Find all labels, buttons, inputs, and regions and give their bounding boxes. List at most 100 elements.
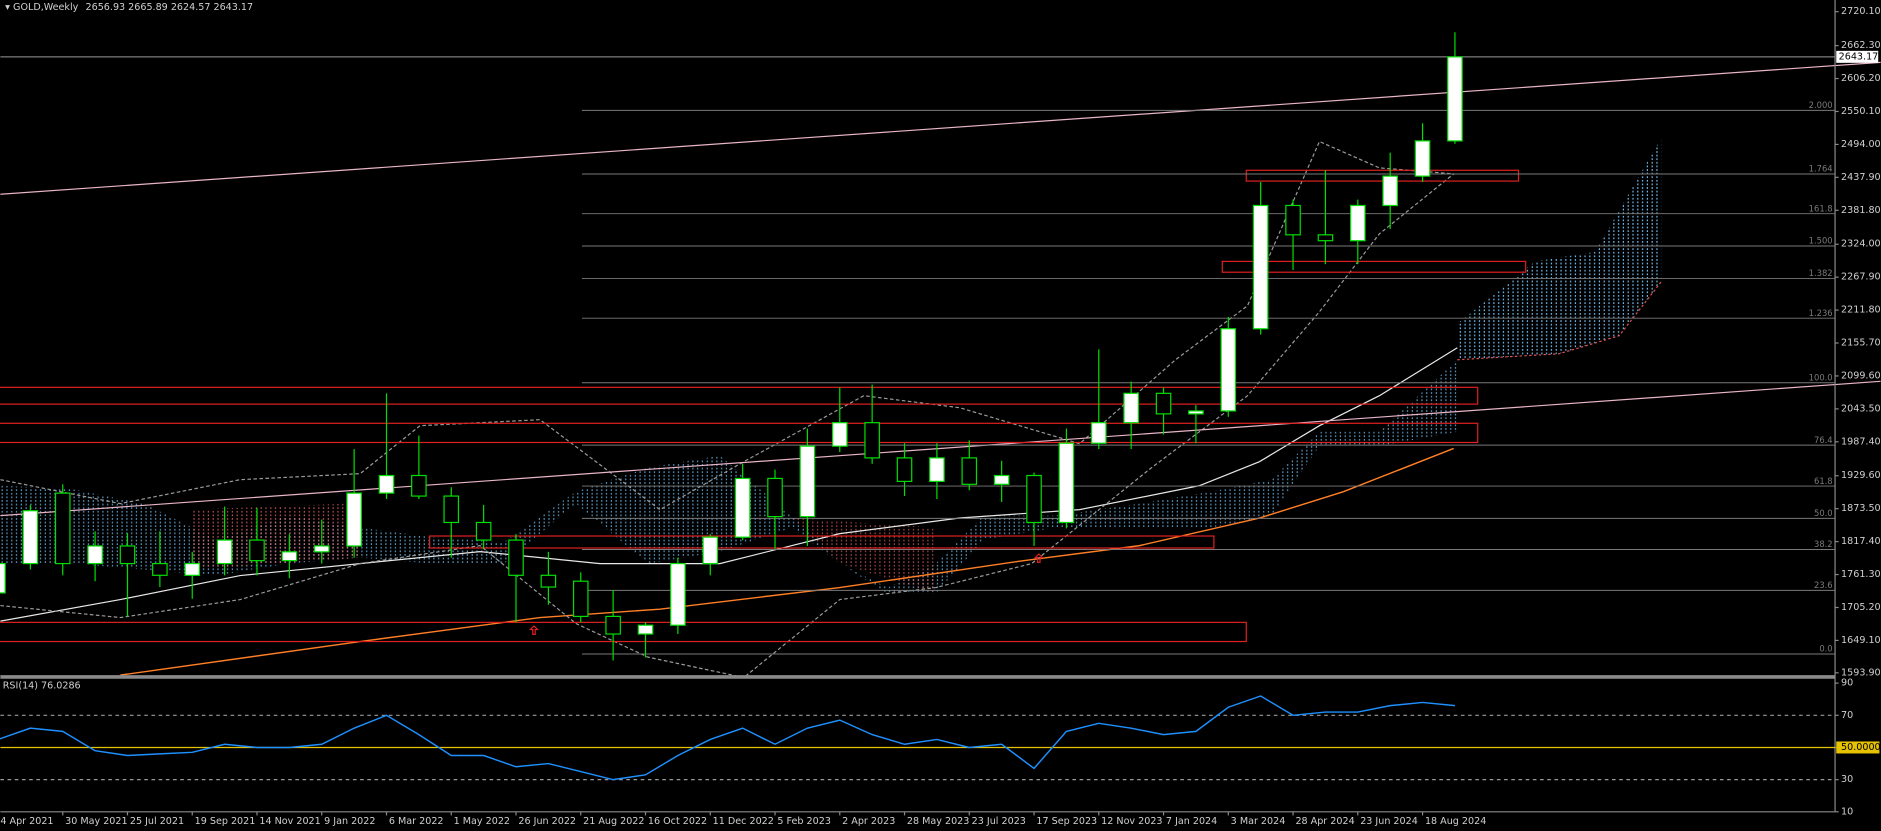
rsi-tick-label: 90 bbox=[1841, 678, 1853, 689]
x-tick-label: 30 May 2021 bbox=[65, 816, 127, 827]
candle-body bbox=[799, 445, 816, 518]
fib-level-label: 1.500 bbox=[1809, 236, 1833, 246]
y-tick-label: 2324.00 bbox=[1841, 239, 1881, 250]
candle-body bbox=[1155, 392, 1172, 415]
y-tick-label: 2662.30 bbox=[1841, 40, 1881, 51]
moving-average bbox=[120, 447, 1454, 676]
candle-body bbox=[961, 457, 978, 485]
candle-body bbox=[1447, 56, 1463, 142]
y-tick-label: 1817.40 bbox=[1841, 536, 1881, 547]
zone-box bbox=[0, 422, 1479, 444]
candle-body bbox=[1285, 204, 1301, 236]
zone-box bbox=[429, 535, 1215, 549]
y-tick-label: 2606.20 bbox=[1841, 73, 1881, 84]
y-tick-label: 2720.10 bbox=[1841, 6, 1881, 17]
fib-level-label: 161.8 bbox=[1809, 203, 1833, 213]
candle-body bbox=[1026, 474, 1042, 524]
candle-body bbox=[1252, 204, 1269, 330]
x-tick-label: 6 Mar 2022 bbox=[389, 816, 444, 827]
candle-body bbox=[378, 474, 395, 494]
fib-level-label: 61.8 bbox=[1814, 476, 1833, 486]
x-tick-label: 28 Apr 2024 bbox=[1295, 816, 1354, 827]
fib-level-label: 76.4 bbox=[1814, 435, 1833, 445]
x-tick-label: 7 Jan 2024 bbox=[1166, 816, 1217, 827]
candle-body bbox=[1090, 422, 1107, 444]
rsi-line bbox=[0, 695, 1455, 781]
x-tick-label: 11 Dec 2022 bbox=[713, 816, 774, 827]
x-tick-label: 21 Aug 2022 bbox=[583, 816, 644, 827]
candle-body bbox=[637, 624, 654, 635]
moving-average bbox=[0, 347, 1458, 622]
x-tick-label: 23 Jul 2023 bbox=[972, 816, 1026, 827]
candle-body bbox=[1123, 392, 1139, 424]
fib-level-label: 50.0 bbox=[1814, 508, 1833, 518]
y-tick-label: 2381.80 bbox=[1841, 205, 1881, 216]
y-tick-label: 1987.40 bbox=[1841, 436, 1881, 447]
candle-body bbox=[670, 562, 686, 626]
y-tick-label: 1649.10 bbox=[1841, 635, 1881, 646]
current-price-box bbox=[1836, 50, 1879, 63]
candle-body bbox=[249, 539, 265, 562]
candle-body bbox=[1220, 328, 1237, 412]
candle-body bbox=[993, 474, 1010, 485]
y-tick-label: 2550.10 bbox=[1841, 106, 1881, 117]
y-tick-label: 1929.60 bbox=[1841, 470, 1881, 481]
y-tick-label: 2043.50 bbox=[1841, 403, 1881, 414]
candle-body bbox=[1317, 234, 1334, 242]
candle-body bbox=[734, 477, 751, 538]
x-tick-label: 3 Mar 2024 bbox=[1231, 816, 1286, 827]
x-tick-label: 2 Apr 2023 bbox=[842, 816, 895, 827]
candle-body bbox=[1350, 204, 1366, 242]
candle-body bbox=[831, 422, 848, 447]
arrow-icon bbox=[528, 625, 540, 635]
fib-level-label: 1.236 bbox=[1809, 308, 1833, 318]
candle-body bbox=[119, 545, 136, 565]
y-tick-label: 1705.20 bbox=[1841, 602, 1881, 613]
candle-body bbox=[702, 536, 719, 565]
candle-body bbox=[281, 551, 298, 562]
rsi-tick-label: 70 bbox=[1841, 710, 1853, 721]
bollinger-upper bbox=[0, 140, 1454, 511]
current-price-label: 2643.17 bbox=[1839, 51, 1879, 62]
candle-body bbox=[1058, 442, 1075, 524]
x-tick-label: 28 May 2023 bbox=[907, 816, 969, 827]
y-tick-label: 2099.60 bbox=[1841, 370, 1881, 381]
x-tick-label: 1 May 2022 bbox=[454, 816, 510, 827]
x-tick-label: 4 Apr 2021 bbox=[0, 816, 53, 827]
trend-line bbox=[0, 380, 1881, 517]
x-tick-label: 16 Oct 2022 bbox=[648, 816, 707, 827]
symbol: GOLD,Weekly bbox=[13, 2, 79, 13]
x-tick-label: 19 Sep 2021 bbox=[195, 816, 256, 827]
y-tick-label: 1593.90 bbox=[1841, 667, 1881, 678]
arrow-icon bbox=[1033, 553, 1044, 563]
x-tick-label: 18 Aug 2024 bbox=[1425, 816, 1486, 827]
fib-level-label: 1.382 bbox=[1809, 268, 1833, 278]
rsi-tick-label: 10 bbox=[1841, 806, 1853, 817]
candle-body bbox=[540, 574, 557, 588]
y-tick-label: 1873.50 bbox=[1841, 503, 1881, 514]
y-tick-label: 2267.90 bbox=[1841, 272, 1881, 283]
candle-body bbox=[1382, 175, 1398, 207]
x-tick-label: 17 Sep 2023 bbox=[1036, 816, 1097, 827]
candle-body bbox=[475, 521, 492, 541]
span-b bbox=[1457, 281, 1662, 361]
y-tick-label: 2437.90 bbox=[1841, 172, 1881, 183]
trend-line bbox=[0, 61, 1881, 195]
x-tick-label: 5 Feb 2023 bbox=[777, 816, 831, 827]
candle-body bbox=[864, 422, 880, 459]
candle-body bbox=[572, 580, 589, 618]
candle-body bbox=[896, 457, 913, 482]
ichimoku-cloud bbox=[0, 359, 1458, 594]
x-tick-label: 12 Nov 2023 bbox=[1101, 816, 1162, 827]
candle-body bbox=[313, 545, 330, 553]
candle-body bbox=[184, 562, 201, 576]
fib-level-label: 2.000 bbox=[1809, 100, 1833, 110]
candle-body bbox=[767, 477, 783, 518]
candle-body bbox=[1188, 410, 1204, 415]
fib-level-label: 0.0 bbox=[1819, 644, 1832, 654]
candle-body bbox=[54, 492, 71, 565]
fib-level-label: 100.0 bbox=[1809, 372, 1833, 382]
candle-body bbox=[508, 539, 524, 576]
ichimoku-cloud-red bbox=[192, 503, 361, 570]
